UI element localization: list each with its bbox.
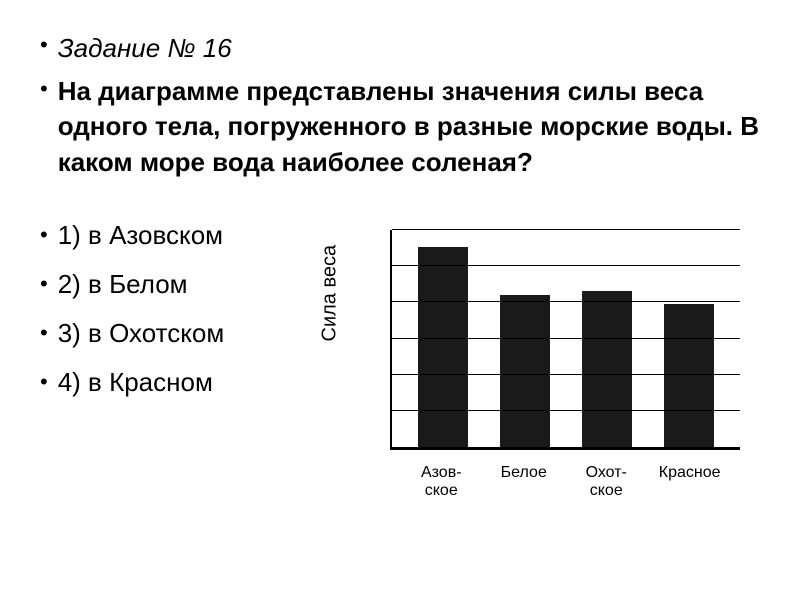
option-text: 4) в Красном bbox=[58, 367, 213, 398]
option-4: • 4) в Красном bbox=[40, 367, 320, 398]
bar-chart: Сила веса Азов-скоеБелоеОхот-скоеКрасное bbox=[340, 220, 760, 500]
bullet-dot: • bbox=[40, 269, 48, 300]
bullet-dot: • bbox=[40, 318, 48, 349]
gridline bbox=[392, 374, 740, 375]
task-title: Задание № 16 bbox=[58, 30, 232, 66]
option-2: • 2) в Белом bbox=[40, 269, 320, 300]
plot-area bbox=[390, 230, 740, 450]
gridline bbox=[392, 338, 740, 339]
bullet-dot: • bbox=[40, 30, 48, 61]
x-label: Азов-ское bbox=[411, 464, 471, 499]
option-3: • 3) в Охотском bbox=[40, 318, 320, 349]
task-body-row: • На диаграмме представлены значения сил… bbox=[40, 74, 760, 179]
y-axis-label: Сила веса bbox=[319, 245, 342, 342]
x-label: Красное bbox=[659, 464, 719, 499]
option-text: 2) в Белом bbox=[58, 269, 188, 300]
bar bbox=[582, 291, 632, 448]
option-text: 1) в Азовском bbox=[58, 220, 223, 251]
gridline bbox=[392, 447, 740, 448]
gridline bbox=[392, 229, 740, 230]
bar bbox=[500, 295, 550, 448]
option-text: 3) в Охотском bbox=[58, 318, 225, 349]
bullet-dot: • bbox=[40, 367, 48, 398]
bullet-dot: • bbox=[40, 220, 48, 251]
bullet-dot: • bbox=[40, 74, 48, 105]
bars-group bbox=[392, 230, 740, 448]
options-chart-row: • 1) в Азовском • 2) в Белом • 3) в Охот… bbox=[40, 220, 760, 500]
x-labels-group: Азов-ское Белое Охот-ское Красное bbox=[390, 464, 740, 499]
bar bbox=[664, 304, 714, 448]
x-label: Белое bbox=[494, 464, 554, 499]
x-label: Охот-ское bbox=[576, 464, 636, 499]
options-list: • 1) в Азовском • 2) в Белом • 3) в Охот… bbox=[40, 220, 320, 416]
task-title-row: • Задание № 16 bbox=[40, 30, 760, 66]
task-body: На диаграмме представлены значения силы … bbox=[58, 74, 760, 179]
option-1: • 1) в Азовском bbox=[40, 220, 320, 251]
gridline bbox=[392, 265, 740, 266]
gridline bbox=[392, 410, 740, 411]
gridline bbox=[392, 301, 740, 302]
bar bbox=[418, 247, 468, 448]
